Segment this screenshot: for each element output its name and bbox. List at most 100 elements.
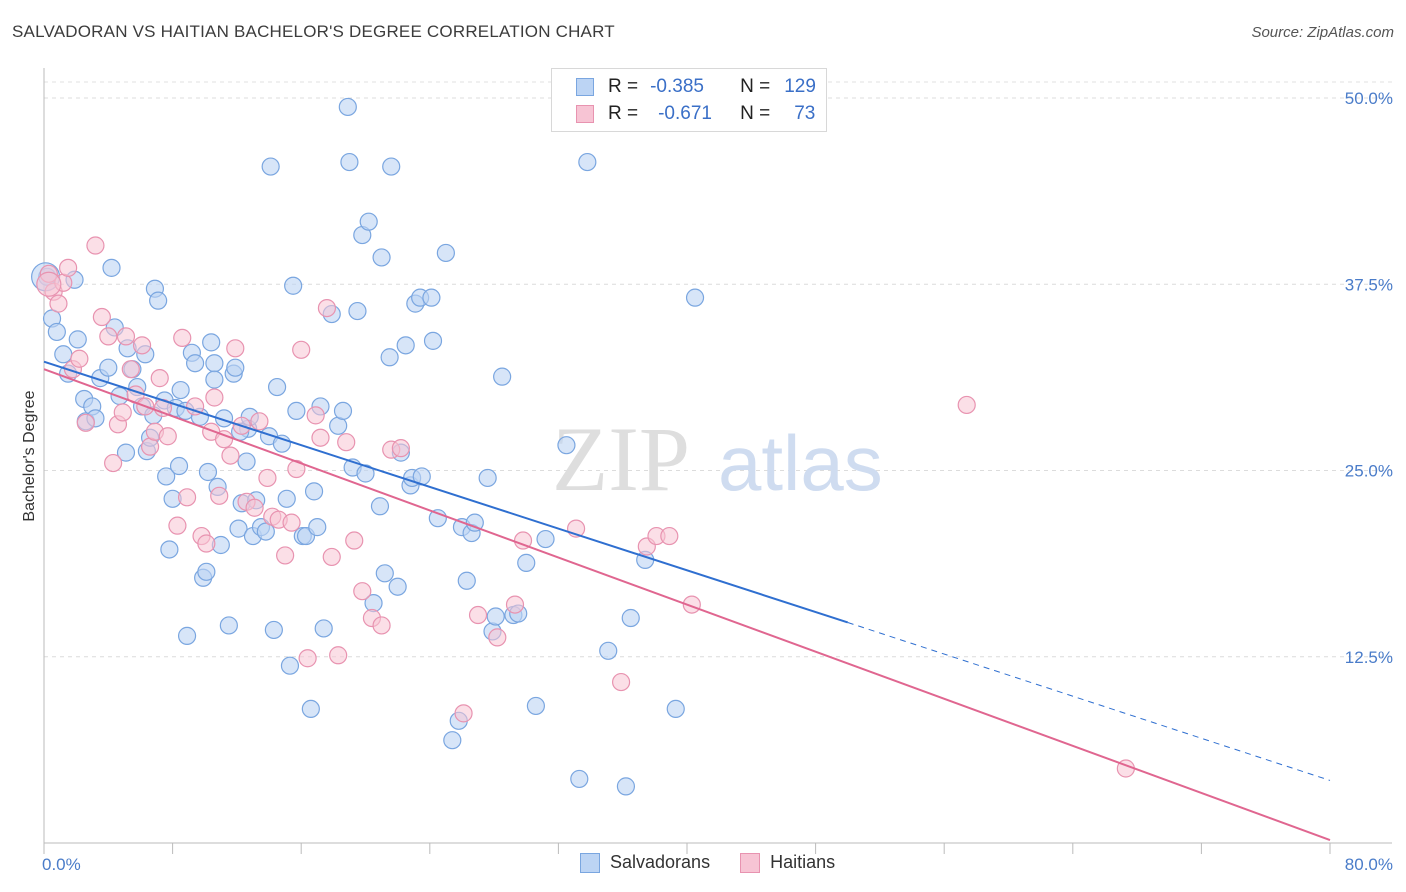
salvadoran-trend-line	[43, 360, 849, 624]
salvadoran-point	[237, 452, 256, 471]
y-tick-label: 12.5%	[1345, 648, 1393, 667]
haitian-point	[660, 526, 679, 546]
haitian-point	[611, 672, 631, 692]
salvadoran-point	[486, 607, 505, 626]
salvadoran-point	[301, 699, 320, 719]
haitian-point	[468, 605, 488, 625]
salvadoran-point	[372, 248, 391, 267]
legend-n-value: 73	[794, 103, 816, 124]
haitian-point	[49, 294, 68, 313]
haitian-point	[70, 349, 89, 368]
haitian-point	[957, 395, 976, 415]
y-tick-labels: 12.5% 25.0% 37.5% 50.0%	[1345, 89, 1393, 667]
legend-label-salvadorans: Salvadorans	[610, 852, 711, 872]
salvadoran-point	[570, 769, 589, 789]
salvadoran-point	[557, 436, 576, 455]
salvadoran-point	[333, 401, 353, 420]
haitian-trend-line	[43, 368, 1331, 841]
haitian-point	[322, 547, 341, 567]
haitian-point	[36, 271, 62, 297]
salvadoran-point	[382, 157, 401, 176]
grid-lines	[44, 81, 1392, 658]
haitian-point	[258, 468, 277, 488]
salvadoran-point	[616, 777, 636, 796]
legend-r-value: -0.671	[658, 103, 712, 124]
trend-lines	[43, 360, 1331, 841]
haitian-point	[292, 340, 311, 359]
salvadoran-point	[666, 699, 685, 719]
salvadoran-point	[205, 370, 224, 389]
salvadoran-point	[578, 152, 597, 172]
salvadoran-point	[304, 482, 324, 501]
salvadoran-point	[599, 641, 618, 660]
salvadoran-point	[171, 380, 190, 400]
salvadoran-point	[205, 354, 224, 373]
legend-n-value: 129	[784, 76, 816, 97]
salvadoran-point	[340, 152, 359, 172]
salvadoran-point	[169, 456, 189, 476]
haitian-point	[488, 628, 507, 647]
haitian-point	[177, 488, 197, 507]
salvadoran-point	[219, 616, 238, 635]
salvadoran-point	[621, 608, 640, 628]
haitian-point	[245, 498, 264, 517]
salvadoran-point	[478, 468, 497, 488]
salvadoran-point	[308, 518, 327, 537]
salvadoran-point	[380, 348, 399, 367]
salvadoran-point	[186, 354, 205, 373]
haitian-point	[298, 649, 317, 668]
salvadoran-swatch	[576, 78, 594, 96]
salvadoran-point	[375, 564, 394, 583]
salvadoran-point	[177, 626, 197, 645]
legend-n-label: N =	[740, 76, 771, 97]
haitian-point	[287, 459, 306, 479]
haitian-point	[86, 236, 105, 255]
haitian-point	[337, 433, 356, 452]
salvadoran-point	[102, 258, 121, 277]
axes	[43, 68, 1392, 854]
haitian-point	[276, 546, 295, 565]
haitian-point	[345, 531, 364, 550]
haitian-point	[99, 327, 118, 346]
salvadoran-point	[261, 157, 280, 176]
salvadoran-point	[685, 288, 705, 307]
haitian-point	[353, 582, 372, 601]
chart-title: SALVADORAN VS HAITIAN BACHELOR'S DEGREE …	[12, 22, 615, 41]
legend-item-salvadorans: Salvadorans	[580, 852, 710, 873]
salvadoran-swatch	[580, 852, 600, 873]
y-tick-label: 25.0%	[1345, 462, 1393, 481]
haitian-point	[306, 406, 325, 425]
haitian-point	[121, 360, 140, 379]
series-legend: Salvadorans Haitians	[580, 852, 865, 873]
haitian-point	[226, 339, 245, 358]
salvadoran-point	[277, 489, 296, 508]
salvadoran-point	[116, 443, 136, 462]
y-tick-label: 37.5%	[1345, 275, 1393, 294]
haitian-point	[329, 646, 348, 665]
legend-n-label: N =	[740, 103, 771, 124]
source-label: Source: ZipAtlas.com	[1251, 24, 1394, 41]
haitian-point	[372, 616, 391, 635]
salvadoran-point	[267, 377, 287, 397]
legend-r-label: R =	[608, 103, 639, 124]
salvadoran-point	[280, 656, 300, 675]
salvadoran-trend-extension	[847, 622, 1331, 781]
salvadoran-point	[99, 358, 118, 377]
salvadoran-point	[202, 333, 221, 352]
salvadoran-point	[54, 345, 73, 364]
salvadoran-point	[536, 529, 555, 549]
salvadoran-point	[443, 731, 462, 750]
x-tick-label-min: 0.0%	[42, 855, 81, 874]
salvadoran-point	[457, 571, 476, 590]
legend-label-haitians: Haitians	[770, 852, 836, 872]
salvadoran-point	[370, 497, 390, 516]
salvadoran-point	[264, 620, 283, 640]
salvadoran-point	[348, 301, 367, 321]
haitian-point	[250, 412, 269, 431]
haitian-point	[391, 439, 410, 458]
salvadoran-point	[197, 562, 216, 581]
salvadoran-point	[359, 212, 378, 231]
haitian-point	[104, 453, 123, 473]
salvadoran-point	[226, 358, 245, 377]
haitian-points	[36, 236, 1135, 778]
